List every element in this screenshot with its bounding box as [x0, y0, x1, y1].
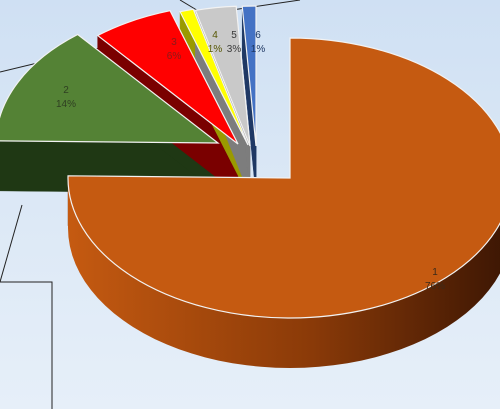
slice-percent-3: 6% — [167, 51, 182, 62]
slice-wall-1 — [68, 178, 500, 368]
slice-percent-1: 76% — [425, 281, 445, 292]
slice-label-1: 1 — [432, 267, 438, 278]
slice-percent-2: 14% — [56, 99, 76, 110]
slice-tops — [0, 5, 500, 319]
slice-label-5: 5 — [231, 30, 237, 41]
slice-percent-5: 3% — [227, 44, 242, 55]
pie-slice-6 — [241, 5, 257, 147]
pie-slice-1 — [67, 37, 500, 319]
slice-label-2: 2 — [63, 85, 69, 96]
slice-label-4: 4 — [212, 30, 218, 41]
pie-slice-4 — [179, 8, 249, 146]
leader-line — [0, 204, 23, 283]
slice-labels: 1 76% 2 14% 3 6% 4 1% 5 3% 6 1% — [56, 30, 445, 292]
leader-line — [0, 281, 53, 409]
slice-percent-6: 1% — [251, 44, 266, 55]
slice-percent-4: 1% — [208, 44, 223, 55]
slice-label-3: 3 — [171, 37, 177, 48]
pie-slice-3 — [96, 10, 239, 145]
slice-label-6: 6 — [255, 30, 261, 41]
pie-slice-5 — [194, 5, 251, 147]
pie-slice-2 — [0, 33, 220, 144]
